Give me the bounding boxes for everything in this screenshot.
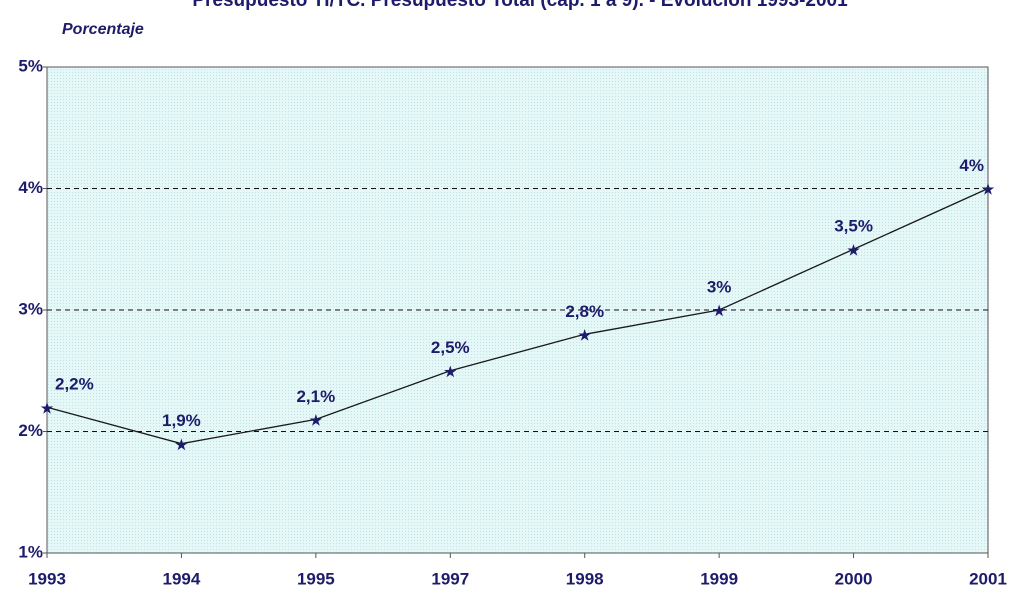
data-label: 3,5% xyxy=(834,217,873,236)
x-tick-label: 1994 xyxy=(163,569,201,588)
chart-title: Presupuesto TI/TC. Presupuesto Total (ca… xyxy=(192,0,848,11)
y-tick-label: 3% xyxy=(18,299,43,318)
marker: ★ xyxy=(41,400,54,416)
marker: ★ xyxy=(847,242,860,258)
x-tick-label: 1993 xyxy=(28,569,66,588)
marker: ★ xyxy=(713,303,726,319)
y-tick-label: 2% xyxy=(18,421,43,440)
line xyxy=(46,187,989,445)
data-label: 1,9% xyxy=(162,411,201,430)
marker: ★ xyxy=(982,181,995,197)
marker: ★ xyxy=(444,363,457,379)
marker: ★ xyxy=(578,327,591,343)
y-tick-label: 4% xyxy=(18,178,43,197)
y-tick-label: 1% xyxy=(18,542,43,561)
x-tick-label: 2001 xyxy=(969,569,1007,588)
x-tick-label: 1997 xyxy=(431,569,469,588)
x-tick-label: 2000 xyxy=(835,569,873,588)
data-label: 4% xyxy=(959,156,984,175)
data-label: 2,8% xyxy=(565,302,604,321)
chart-subtitle: Porcentaje xyxy=(62,21,144,38)
data-label: 2,2% xyxy=(55,375,94,394)
y-tick-label: 5% xyxy=(18,56,43,75)
marker: ★ xyxy=(310,412,323,428)
data-label: 2,1% xyxy=(296,387,335,406)
x-tick-label: 1998 xyxy=(566,569,604,588)
data-label: 3% xyxy=(707,277,732,296)
x-tick-label: 1995 xyxy=(297,569,335,588)
marker: ★ xyxy=(175,436,188,452)
x-tick-label: 1999 xyxy=(700,569,738,588)
data-label: 2,5% xyxy=(431,338,470,357)
